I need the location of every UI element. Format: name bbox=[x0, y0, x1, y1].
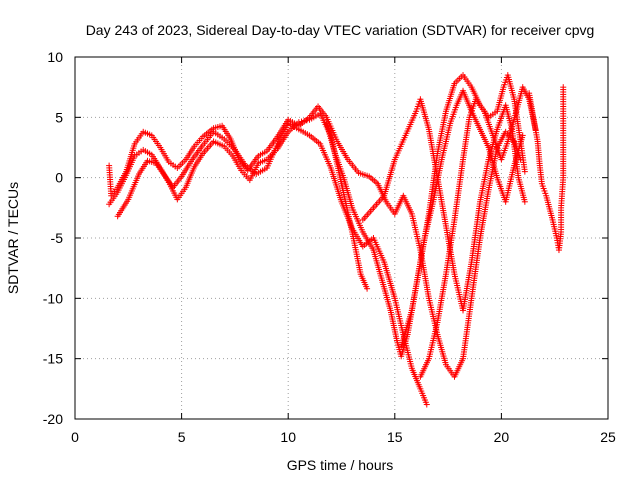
data-point bbox=[298, 118, 305, 125]
data-point bbox=[295, 119, 302, 126]
data-point bbox=[364, 285, 371, 292]
x-tick-label: 5 bbox=[178, 429, 186, 445]
y-tick-label: -15 bbox=[43, 351, 63, 367]
data-point bbox=[560, 84, 567, 91]
y-axis-label: SDTVAR / TECUs bbox=[5, 182, 21, 294]
data-point bbox=[301, 117, 308, 124]
data-points bbox=[106, 72, 567, 408]
x-axis-label: GPS time / hours bbox=[287, 457, 394, 473]
plot-frame bbox=[74, 56, 609, 420]
x-tick-label: 25 bbox=[600, 429, 616, 445]
data-point bbox=[423, 401, 430, 408]
y-tick-label: -10 bbox=[43, 290, 63, 306]
data-point bbox=[303, 117, 310, 124]
data-point bbox=[521, 168, 528, 175]
y-tick-label: 0 bbox=[55, 170, 63, 186]
y-tick-label: 5 bbox=[55, 109, 63, 125]
chart-title: Day 243 of 2023, Sidereal Day-to-day VTE… bbox=[86, 22, 595, 38]
x-tick-label: 15 bbox=[387, 429, 403, 445]
data-point bbox=[521, 198, 528, 205]
x-tick-label: 20 bbox=[494, 429, 510, 445]
y-tick-label: -5 bbox=[51, 230, 64, 246]
x-tick-label: 10 bbox=[280, 429, 296, 445]
y-tick-label: -20 bbox=[43, 411, 63, 427]
y-tick-label: 10 bbox=[47, 49, 63, 65]
x-tick-label: 0 bbox=[71, 429, 79, 445]
